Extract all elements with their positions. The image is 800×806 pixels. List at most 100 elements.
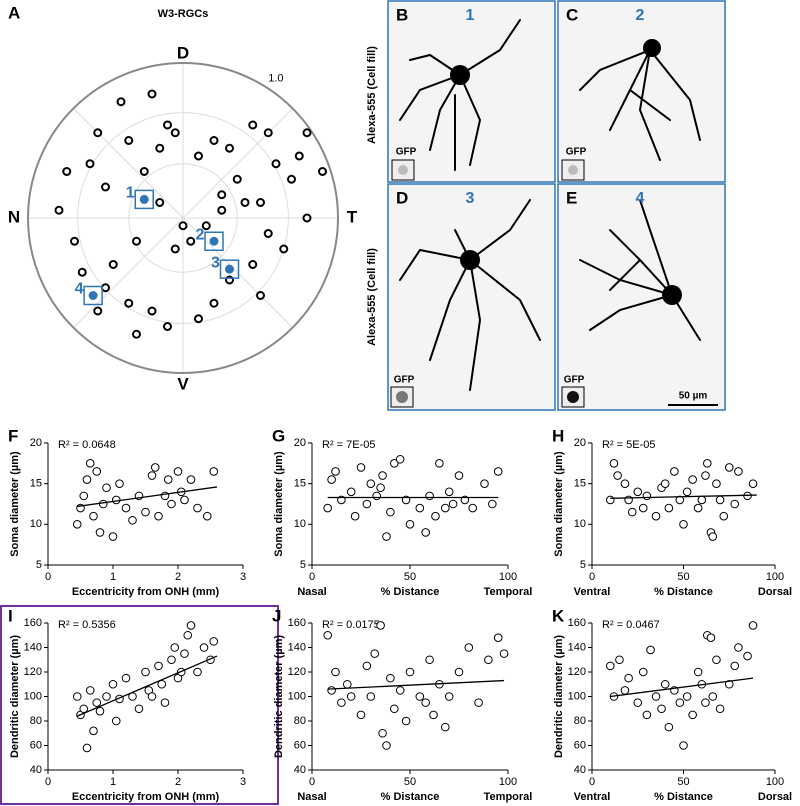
y-tick-label: 15	[574, 478, 586, 490]
point	[405, 667, 415, 677]
point	[147, 692, 157, 701]
point	[331, 667, 340, 677]
highlight-box	[83, 285, 103, 306]
point	[627, 507, 637, 517]
point	[82, 475, 92, 484]
highlight-box	[204, 231, 224, 251]
y-tick-label: 10	[294, 518, 306, 530]
point	[79, 704, 89, 714]
point	[342, 679, 352, 689]
point	[337, 698, 346, 707]
cell-point	[294, 151, 304, 161]
x-end-label: Nasal	[297, 586, 326, 598]
cell-point	[62, 167, 72, 176]
point	[154, 661, 163, 671]
cell-point	[240, 198, 250, 207]
highlight-point	[225, 264, 234, 274]
point	[323, 503, 332, 513]
x-tick-label: 50	[677, 571, 689, 583]
r-tick-label: 1.0	[268, 72, 283, 84]
point	[620, 479, 630, 488]
point	[493, 467, 503, 476]
cell-point	[101, 283, 110, 293]
point	[89, 511, 98, 521]
point	[362, 661, 372, 671]
x-end-label: Ventral	[574, 586, 611, 598]
point	[429, 710, 438, 720]
point	[102, 483, 111, 493]
y-axis-label: Soma diameter (µm)	[9, 451, 21, 557]
y-axis-label: Dendritic diameter (µm)	[273, 635, 285, 758]
point	[370, 649, 380, 658]
trend-line	[327, 679, 505, 690]
annotation: R² = 5E-05	[602, 439, 656, 451]
x-end-label: Dorsal	[758, 586, 792, 598]
point	[323, 630, 332, 640]
x-tick-label: 2	[175, 776, 181, 788]
point	[464, 643, 474, 652]
point	[642, 710, 652, 720]
panel-letter: J	[272, 606, 281, 625]
x-tick-label: 3	[240, 571, 246, 583]
point	[715, 495, 725, 505]
x-tick-label: 0	[309, 776, 315, 788]
point	[748, 479, 758, 488]
x-axis-label: % Distance	[381, 586, 440, 598]
trend-line	[76, 655, 218, 717]
cell-point	[209, 136, 219, 145]
x-tick-label: 50	[404, 776, 416, 788]
point	[444, 487, 454, 497]
cell-point	[101, 182, 110, 192]
point	[702, 459, 712, 468]
point	[651, 692, 661, 701]
point	[724, 679, 734, 689]
y-tick-label: 5	[580, 559, 586, 571]
y-tick-label: 100	[568, 690, 586, 702]
cell-point	[302, 128, 312, 138]
panel-letter: A	[8, 3, 20, 22]
point	[376, 621, 385, 630]
point	[440, 722, 450, 732]
point	[115, 479, 124, 488]
point	[421, 698, 430, 707]
y-tick-label: 100	[24, 690, 42, 702]
cell-point	[217, 205, 227, 215]
point	[734, 467, 743, 476]
point	[366, 692, 376, 701]
x-axis-label: Eccentricity from ONH (mm)	[72, 791, 220, 803]
annotation: R² = 7E-05	[322, 439, 376, 451]
point	[209, 637, 219, 646]
y-tick-label: 40	[30, 764, 42, 776]
highlight-label: 1	[126, 185, 135, 202]
y-tick-label: 60	[574, 739, 586, 751]
x-axis-label: % Distance	[654, 791, 713, 803]
cell-point	[54, 205, 64, 215]
annotation: R² = 0.5356	[58, 619, 116, 631]
cell-point	[194, 314, 203, 324]
point	[693, 503, 703, 513]
trend-line	[610, 494, 757, 499]
inset-label: GFP	[396, 147, 417, 158]
cell-point	[132, 236, 141, 246]
cell-point	[302, 213, 312, 223]
point	[706, 633, 716, 643]
point	[708, 532, 718, 541]
point	[620, 686, 630, 695]
point	[701, 471, 710, 480]
annotation: R² = 0.0648	[58, 439, 116, 451]
x-tick-label: 1	[110, 571, 116, 583]
point	[474, 698, 483, 707]
cell-point	[163, 322, 172, 331]
point	[484, 655, 493, 665]
cell-point	[279, 244, 289, 254]
point	[425, 655, 434, 665]
point	[134, 704, 144, 714]
cell-point	[248, 120, 258, 130]
point	[82, 743, 92, 753]
point	[734, 643, 743, 652]
grid-spoke	[73, 108, 293, 328]
point	[642, 491, 652, 501]
point	[693, 667, 703, 677]
point	[609, 459, 619, 468]
point	[183, 630, 193, 640]
